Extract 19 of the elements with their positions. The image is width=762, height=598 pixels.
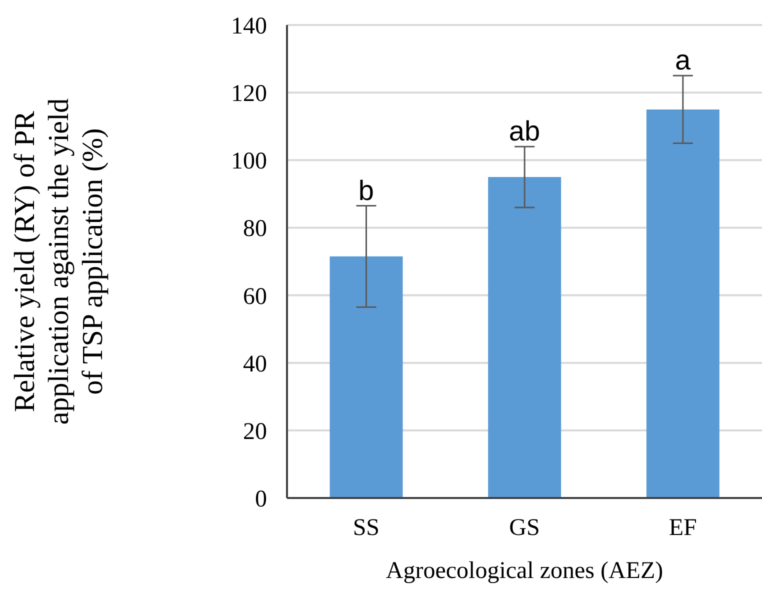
annotation: a <box>675 44 692 76</box>
x-tick-label: GS <box>509 515 540 542</box>
y-tick-label: 20 <box>243 418 267 445</box>
y-tick-label: 0 <box>255 486 267 513</box>
x-tick-label: EF <box>668 515 697 542</box>
x-tick-label: SS <box>352 515 380 542</box>
bar <box>488 177 562 498</box>
annotation: b <box>358 174 374 206</box>
bar <box>646 109 720 498</box>
y-tick-label: 100 <box>231 148 267 175</box>
y-tick-label: 40 <box>243 351 267 378</box>
y-tick-label: 140 <box>231 14 267 40</box>
y-tick-label: 80 <box>243 216 267 242</box>
y-tick-label: 120 <box>231 81 267 108</box>
x-axis-title: Agroecological zones (AEZ) <box>386 558 664 584</box>
y-tick-label: 60 <box>243 284 267 310</box>
annotation: ab <box>508 116 540 147</box>
bar <box>330 256 403 498</box>
y-axis-title: Relative yield (RY) of PR application against the yield of TSP application (%) <box>9 98 109 425</box>
